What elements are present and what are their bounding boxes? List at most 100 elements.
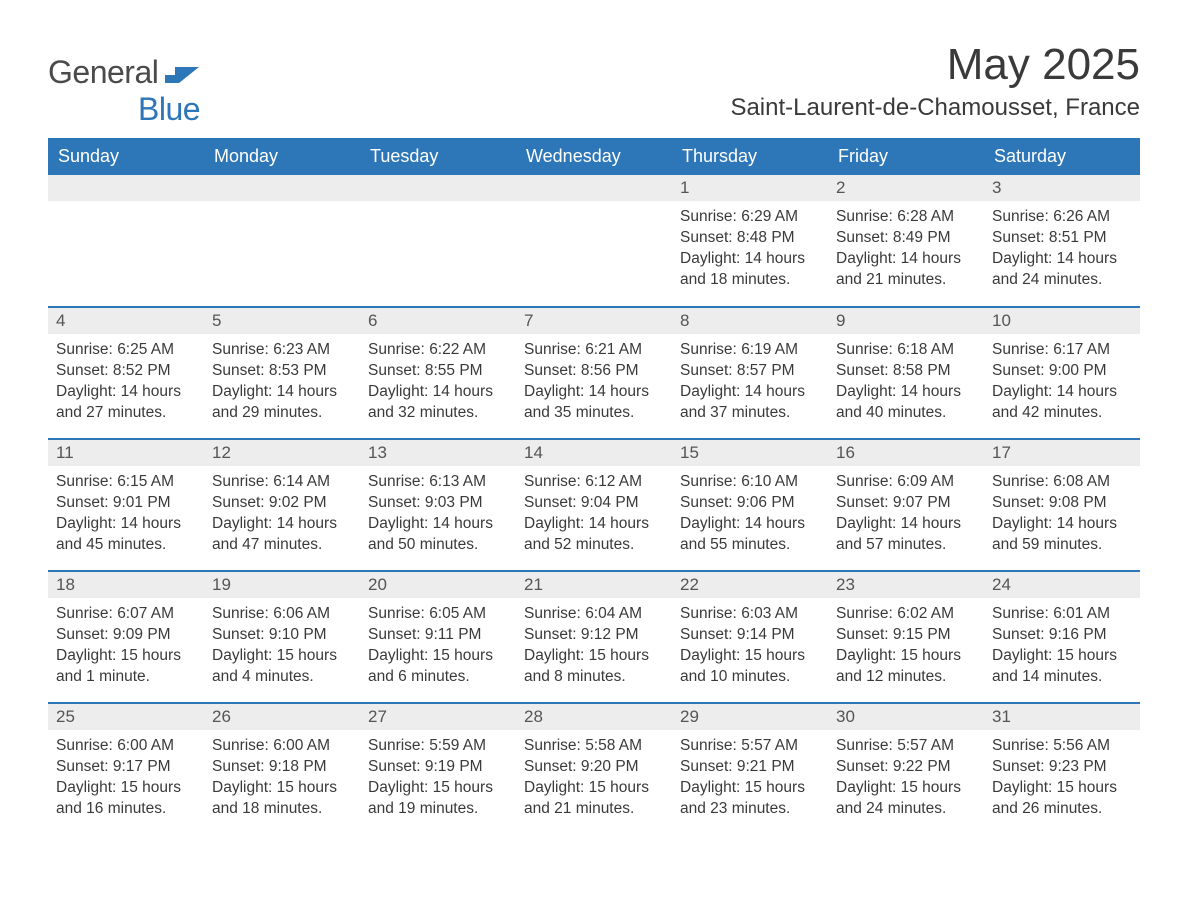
day-line: Daylight: 15 hours and 18 minutes. xyxy=(212,778,352,820)
sunrise-value: 6:00 AM xyxy=(273,737,330,754)
day-number: 4 xyxy=(48,308,204,334)
sunrise-label: Sunrise: xyxy=(56,605,113,622)
sunrise-label: Sunrise: xyxy=(992,341,1049,358)
calendar-day-cell: 17Sunrise: 6:08 AMSunset: 9:08 PMDayligh… xyxy=(984,439,1140,571)
day-line: Sunset: 8:53 PM xyxy=(212,361,352,382)
day-line: Sunset: 9:16 PM xyxy=(992,625,1132,646)
daylight-label: Daylight: xyxy=(524,647,584,664)
day-number: 5 xyxy=(204,308,360,334)
day-line: Daylight: 14 hours and 52 minutes. xyxy=(524,514,664,556)
sunrise-value: 5:56 AM xyxy=(1053,737,1110,754)
day-line: Daylight: 14 hours and 42 minutes. xyxy=(992,382,1132,424)
day-line: Sunset: 9:20 PM xyxy=(524,757,664,778)
sunset-value: 8:51 PM xyxy=(1049,229,1107,246)
day-line: Sunrise: 6:00 AM xyxy=(212,736,352,757)
day-line: Sunrise: 6:05 AM xyxy=(368,604,508,625)
daylight-label: Daylight: xyxy=(836,647,896,664)
day-line: Sunrise: 6:12 AM xyxy=(524,472,664,493)
sunset-value: 9:09 PM xyxy=(113,626,171,643)
day-line: Sunset: 9:14 PM xyxy=(680,625,820,646)
day-content: Sunrise: 5:58 AMSunset: 9:20 PMDaylight:… xyxy=(516,730,672,824)
sunset-value: 9:14 PM xyxy=(737,626,795,643)
sunrise-value: 5:57 AM xyxy=(741,737,798,754)
daylight-label: Daylight: xyxy=(212,779,272,796)
sunrise-value: 6:15 AM xyxy=(117,473,174,490)
sunset-label: Sunset: xyxy=(524,362,577,379)
sunset-label: Sunset: xyxy=(524,758,577,775)
sunrise-label: Sunrise: xyxy=(680,341,737,358)
sunrise-label: Sunrise: xyxy=(212,341,269,358)
day-line: Sunset: 9:12 PM xyxy=(524,625,664,646)
day-number: 8 xyxy=(672,308,828,334)
day-line: Daylight: 14 hours and 35 minutes. xyxy=(524,382,664,424)
calendar-thead: SundayMondayTuesdayWednesdayThursdayFrid… xyxy=(48,138,1140,175)
calendar-day-cell: 27Sunrise: 5:59 AMSunset: 9:19 PMDayligh… xyxy=(360,703,516,835)
sunset-value: 9:22 PM xyxy=(893,758,951,775)
sunrise-label: Sunrise: xyxy=(836,473,893,490)
calendar-empty-cell xyxy=(204,175,360,307)
day-line: Sunset: 9:07 PM xyxy=(836,493,976,514)
sunrise-label: Sunrise: xyxy=(56,473,113,490)
day-line: Daylight: 15 hours and 14 minutes. xyxy=(992,646,1132,688)
sunset-value: 9:06 PM xyxy=(737,494,795,511)
day-line: Sunset: 9:18 PM xyxy=(212,757,352,778)
calendar-body: 1Sunrise: 6:29 AMSunset: 8:48 PMDaylight… xyxy=(48,175,1140,835)
sunset-label: Sunset: xyxy=(680,229,733,246)
sunrise-value: 6:05 AM xyxy=(429,605,486,622)
calendar-day-cell: 3Sunrise: 6:26 AMSunset: 8:51 PMDaylight… xyxy=(984,175,1140,307)
day-content: Sunrise: 6:15 AMSunset: 9:01 PMDaylight:… xyxy=(48,466,204,560)
day-line: Sunset: 9:00 PM xyxy=(992,361,1132,382)
day-line: Sunrise: 6:15 AM xyxy=(56,472,196,493)
day-line: Sunrise: 6:23 AM xyxy=(212,340,352,361)
daylight-label: Daylight: xyxy=(56,779,116,796)
day-number: 23 xyxy=(828,572,984,598)
calendar-day-cell: 28Sunrise: 5:58 AMSunset: 9:20 PMDayligh… xyxy=(516,703,672,835)
calendar-day-cell: 31Sunrise: 5:56 AMSunset: 9:23 PMDayligh… xyxy=(984,703,1140,835)
calendar-day-cell: 20Sunrise: 6:05 AMSunset: 9:11 PMDayligh… xyxy=(360,571,516,703)
daylight-label: Daylight: xyxy=(56,647,116,664)
sunset-label: Sunset: xyxy=(836,626,889,643)
sunrise-label: Sunrise: xyxy=(680,208,737,225)
sunset-label: Sunset: xyxy=(56,758,109,775)
sunrise-label: Sunrise: xyxy=(836,208,893,225)
sunset-value: 9:04 PM xyxy=(581,494,639,511)
day-line: Sunrise: 6:00 AM xyxy=(56,736,196,757)
day-content: Sunrise: 6:00 AMSunset: 9:18 PMDaylight:… xyxy=(204,730,360,824)
sunrise-label: Sunrise: xyxy=(212,605,269,622)
day-line: Sunrise: 6:08 AM xyxy=(992,472,1132,493)
day-line: Sunset: 9:10 PM xyxy=(212,625,352,646)
day-number: 10 xyxy=(984,308,1140,334)
daylight-label: Daylight: xyxy=(680,250,740,267)
day-content: Sunrise: 6:10 AMSunset: 9:06 PMDaylight:… xyxy=(672,466,828,560)
day-line: Sunset: 9:09 PM xyxy=(56,625,196,646)
sunrise-value: 6:25 AM xyxy=(117,341,174,358)
day-line: Sunrise: 6:26 AM xyxy=(992,207,1132,228)
day-line: Daylight: 14 hours and 47 minutes. xyxy=(212,514,352,556)
day-content: Sunrise: 6:13 AMSunset: 9:03 PMDaylight:… xyxy=(360,466,516,560)
sunset-value: 9:19 PM xyxy=(425,758,483,775)
calendar-day-cell: 1Sunrise: 6:29 AMSunset: 8:48 PMDaylight… xyxy=(672,175,828,307)
sunset-value: 9:21 PM xyxy=(737,758,795,775)
day-line: Sunset: 8:48 PM xyxy=(680,228,820,249)
day-line: Daylight: 14 hours and 27 minutes. xyxy=(56,382,196,424)
sunrise-label: Sunrise: xyxy=(524,473,581,490)
day-number: 30 xyxy=(828,704,984,730)
brand-flag-icon xyxy=(165,70,199,87)
daylight-label: Daylight: xyxy=(992,647,1052,664)
day-line: Sunrise: 6:17 AM xyxy=(992,340,1132,361)
day-line: Sunset: 8:58 PM xyxy=(836,361,976,382)
day-content: Sunrise: 6:25 AMSunset: 8:52 PMDaylight:… xyxy=(48,334,204,428)
sunrise-label: Sunrise: xyxy=(212,737,269,754)
sunrise-label: Sunrise: xyxy=(368,341,425,358)
daylight-label: Daylight: xyxy=(524,779,584,796)
sunrise-value: 6:12 AM xyxy=(585,473,642,490)
day-number: 16 xyxy=(828,440,984,466)
calendar-day-cell: 21Sunrise: 6:04 AMSunset: 9:12 PMDayligh… xyxy=(516,571,672,703)
day-line: Daylight: 14 hours and 29 minutes. xyxy=(212,382,352,424)
sunrise-value: 6:09 AM xyxy=(897,473,954,490)
sunset-value: 9:15 PM xyxy=(893,626,951,643)
sunset-value: 8:53 PM xyxy=(269,362,327,379)
day-line: Sunset: 9:06 PM xyxy=(680,493,820,514)
daylight-label: Daylight: xyxy=(836,779,896,796)
sunset-label: Sunset: xyxy=(368,494,421,511)
